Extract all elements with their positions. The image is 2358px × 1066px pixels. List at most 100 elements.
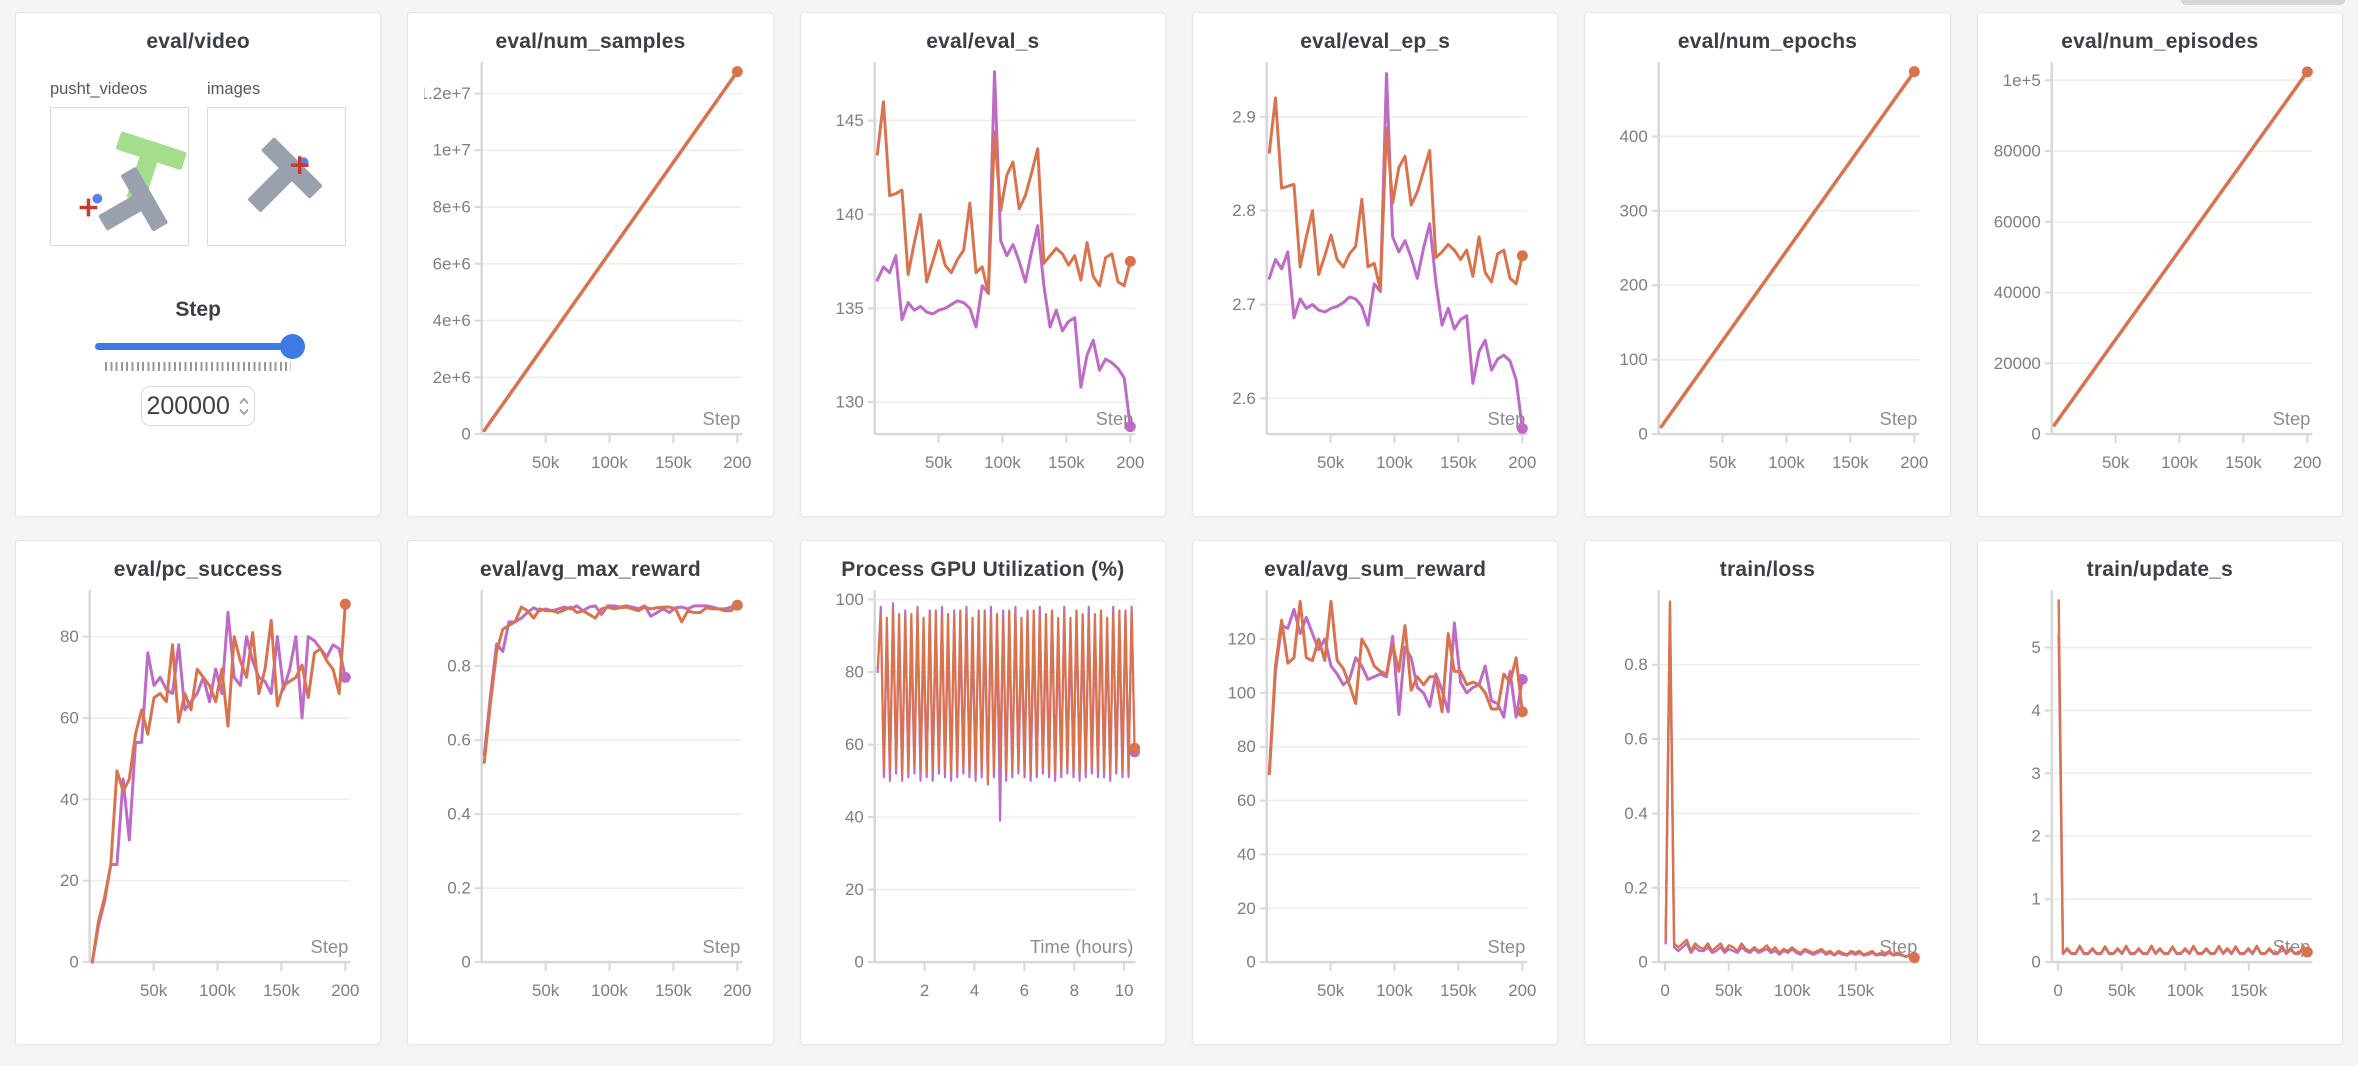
goal-cross	[79, 198, 98, 217]
chart-title: eval/eval_s	[926, 30, 1040, 53]
chart-panel-eval-pc-success[interactable]: eval/pc_success 0 20 40 60 80 50k 100k 150k 200 St…	[15, 540, 382, 1045]
chart-body: 0 20000 40000 60000 80000 1e+5 50k 100k 150k 200 S…	[1994, 56, 2326, 484]
chart-title: Process GPU Utilization (%)	[841, 558, 1125, 581]
svg-text:100k: 100k	[2161, 453, 2198, 472]
svg-text:Step: Step	[311, 936, 349, 957]
svg-text:150k: 150k	[263, 981, 300, 1000]
step-value-input[interactable]: 200000	[141, 386, 256, 426]
step-slider-ticks	[105, 362, 292, 371]
media-row: pusht_videos	[32, 80, 364, 246]
chart-panel-train-loss[interactable]: train/loss 0 0.2 0.4 0.6 0.8 0 50k 100k 150k Step	[1584, 540, 1951, 1045]
pusht-image-thumbnail	[248, 137, 323, 212]
svg-text:130: 130	[835, 393, 863, 412]
chart-panel-eval-eval-s[interactable]: eval/eval_s 130 135 140 145 50k 100k 150k 200 Ste…	[799, 12, 1166, 517]
svg-text:Step: Step	[1095, 408, 1133, 429]
svg-text:100k: 100k	[591, 981, 628, 1000]
svg-text:80: 80	[1237, 737, 1256, 756]
svg-text:200: 200	[1508, 453, 1536, 472]
svg-text:2.6: 2.6	[1232, 389, 1256, 408]
stepper-down-icon[interactable]	[238, 408, 250, 416]
chart-panel-eval-num-episodes[interactable]: eval/num_episodes 0 20000 40000 60000 80000 1e…	[1976, 12, 2343, 517]
agent-dot	[92, 193, 103, 204]
svg-text:50k: 50k	[925, 453, 953, 472]
chart-canvas: 2.6 2.7 2.8 2.9 50k 100k 150k 200 Step	[1232, 61, 1536, 472]
svg-text:200: 200	[2293, 453, 2321, 472]
svg-text:0: 0	[1639, 953, 1648, 972]
svg-text:0: 0	[2031, 425, 2040, 444]
svg-text:200: 200	[1508, 981, 1536, 1000]
svg-text:20: 20	[845, 880, 864, 899]
svg-text:150k: 150k	[1048, 453, 1085, 472]
svg-text:140: 140	[835, 205, 863, 224]
chart-body: 130 135 140 145 50k 100k 150k 200 Step	[817, 56, 1149, 484]
svg-text:100k: 100k	[591, 453, 628, 472]
panel-title: eval/video	[146, 30, 250, 53]
svg-text:0.2: 0.2	[448, 879, 472, 898]
svg-text:60000: 60000	[1994, 212, 2041, 231]
chart-panel-eval-avg-max-reward[interactable]: eval/avg_max_reward 0 0.2 0.4 0.6 0.8 50k 100k 1…	[407, 540, 774, 1045]
media-label: pusht_videos	[50, 80, 148, 98]
svg-text:200: 200	[1116, 453, 1144, 472]
chart-canvas: 130 135 140 145 50k 100k 150k 200 Step	[835, 61, 1144, 472]
chart-body: 0 20 40 60 80 100 2 4 6 8 10 Time (hours)	[817, 584, 1149, 1012]
step-slider-track[interactable]	[95, 343, 302, 350]
svg-text:Time (hours): Time (hours)	[1030, 936, 1134, 957]
svg-text:150k: 150k	[1440, 453, 1477, 472]
pusht-image-frame[interactable]	[207, 107, 346, 246]
svg-text:0: 0	[854, 953, 863, 972]
svg-text:150k: 150k	[1832, 453, 1869, 472]
step-slider-thumb[interactable]	[280, 334, 306, 359]
svg-text:0.2: 0.2	[1625, 878, 1649, 897]
svg-text:0: 0	[462, 425, 471, 444]
chart-panel-eval-avg-sum-reward[interactable]: eval/avg_sum_reward 0 20 40 60 80 100 120 50k 100…	[1192, 540, 1559, 1045]
chart-canvas: 0 2e+6 4e+6 6e+6 8e+6 1e+7 1.2e+7 50k 100k 150k 20…	[424, 61, 752, 472]
chart-body: 0 20 40 60 80 100 120 50k 100k 150k 200 Step	[1209, 584, 1541, 1012]
svg-text:120: 120	[1228, 630, 1256, 649]
svg-text:100k: 100k	[984, 453, 1021, 472]
step-value: 200000	[146, 391, 230, 420]
chart-body: 2.6 2.7 2.8 2.9 50k 100k 150k 200 Step	[1209, 56, 1541, 484]
chart-body: 0 0.2 0.4 0.6 0.8 0 50k 100k 150k Step	[1601, 584, 1933, 1012]
chart-panel-train-update-s[interactable]: train/update_s 0 1 2 3 4 5 0 50k 100k 150k Step	[1976, 540, 2343, 1045]
svg-text:20: 20	[60, 871, 79, 890]
svg-text:200: 200	[1620, 276, 1648, 295]
svg-text:0: 0	[1661, 981, 1670, 1000]
svg-text:100: 100	[835, 590, 863, 609]
svg-text:150k: 150k	[1838, 981, 1875, 1000]
pusht-video-frame[interactable]	[50, 107, 189, 246]
svg-text:2: 2	[920, 981, 929, 1000]
svg-text:100k: 100k	[1768, 453, 1805, 472]
svg-text:300: 300	[1620, 201, 1648, 220]
chart-canvas: 0 0.2 0.4 0.6 0.8 50k 100k 150k 200 Step	[448, 589, 752, 1000]
step-stepper	[238, 397, 250, 416]
pusht-video-thumbnail	[79, 131, 187, 232]
svg-text:20: 20	[1237, 899, 1256, 918]
svg-text:0: 0	[69, 953, 78, 972]
chart-panel-eval-num-epochs[interactable]: eval/num_epochs 0 100 200 300 400 50k 100k 150k 2…	[1584, 12, 1951, 517]
svg-text:135: 135	[835, 299, 863, 318]
chart-title: eval/num_epochs	[1677, 30, 1858, 53]
chart-title: eval/num_samples	[495, 30, 686, 53]
panel-eval-video[interactable]: eval/video pusht_videos	[15, 12, 382, 517]
svg-text:4: 4	[2031, 701, 2040, 720]
svg-text:50k: 50k	[1715, 981, 1743, 1000]
chart-panel-process-gpu-utilization[interactable]: Process GPU Utilization (%) 0 20 40 60 80 100 2…	[799, 540, 1166, 1045]
chart-title: eval/avg_max_reward	[480, 558, 701, 581]
svg-text:50k: 50k	[1709, 453, 1737, 472]
svg-text:Step: Step	[1488, 408, 1526, 429]
svg-text:8e+6: 8e+6	[433, 198, 471, 217]
svg-text:200: 200	[1901, 453, 1929, 472]
svg-text:200: 200	[331, 981, 359, 1000]
media-item-images: images	[207, 80, 346, 246]
svg-text:0: 0	[2053, 981, 2062, 1000]
svg-text:0.4: 0.4	[1625, 804, 1649, 823]
svg-text:40000: 40000	[1994, 283, 2041, 302]
chart-panel-eval-num-samples[interactable]: eval/num_samples 0 2e+6 4e+6 6e+6 8e+6 1e+7 1.2…	[407, 12, 774, 517]
svg-text:200: 200	[724, 453, 752, 472]
chart-panel-eval-eval-ep-s[interactable]: eval/eval_ep_s 2.6 2.7 2.8 2.9 50k 100k 150k 200…	[1192, 12, 1559, 517]
svg-text:50k: 50k	[532, 453, 560, 472]
chart-canvas: 0 100 200 300 400 50k 100k 150k 200 Step	[1620, 61, 1929, 472]
svg-text:150k: 150k	[2230, 981, 2267, 1000]
stepper-up-icon[interactable]	[238, 397, 250, 405]
